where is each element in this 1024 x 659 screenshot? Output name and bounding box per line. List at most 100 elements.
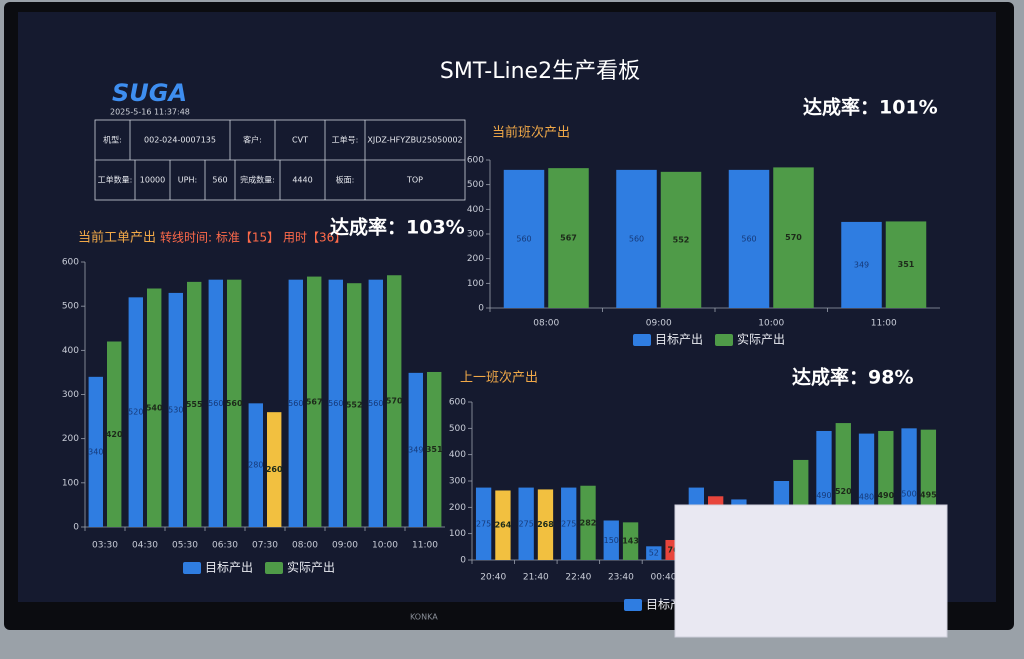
bar bbox=[387, 275, 402, 527]
bar bbox=[622, 522, 639, 560]
table-cell: 002-024-0007135 bbox=[144, 136, 216, 145]
y-tick-label: 300 bbox=[449, 477, 466, 487]
x-tick-label: 08:00 bbox=[533, 319, 559, 329]
x-tick-label: 09:00 bbox=[332, 541, 358, 551]
value-label: 567 bbox=[306, 397, 323, 406]
occluding-sticker bbox=[674, 504, 948, 638]
y-tick-label: 600 bbox=[62, 258, 79, 268]
value-label: 52 bbox=[649, 549, 659, 558]
y-tick-label: 200 bbox=[62, 434, 79, 444]
x-tick-label: 03:30 bbox=[92, 541, 118, 551]
value-label: 500 bbox=[901, 490, 916, 499]
table-cell: 机型: bbox=[103, 135, 122, 145]
bar bbox=[427, 371, 442, 527]
page-title: SMT-Line2生产看板 bbox=[440, 59, 640, 84]
legend-label: 目标产出 bbox=[205, 561, 253, 575]
bar bbox=[495, 490, 511, 560]
value-label: 264 bbox=[495, 521, 512, 530]
bar bbox=[408, 372, 423, 527]
x-tick-label: 09:00 bbox=[646, 319, 672, 329]
bar bbox=[561, 487, 577, 560]
y-tick-label: 600 bbox=[449, 398, 466, 408]
y-tick-label: 0 bbox=[460, 556, 466, 566]
value-label: 560 bbox=[328, 399, 343, 408]
value-label: 280 bbox=[248, 461, 263, 470]
table-cell: 客户: bbox=[243, 135, 262, 145]
value-label: 143 bbox=[622, 537, 639, 546]
table-cell: 工单号: bbox=[332, 135, 359, 145]
bar bbox=[841, 221, 882, 308]
x-tick-label: 21:40 bbox=[523, 573, 549, 583]
value-label: 560 bbox=[208, 399, 223, 408]
legend-label: 实际产出 bbox=[737, 332, 785, 347]
table-cell: TOP bbox=[406, 176, 423, 185]
table-cell: 560 bbox=[212, 176, 227, 185]
value-label: 490 bbox=[816, 491, 831, 500]
value-label: 560 bbox=[629, 234, 644, 243]
value-label: 260 bbox=[266, 465, 283, 474]
legend-swatch bbox=[715, 334, 733, 346]
value-label: 275 bbox=[519, 519, 534, 528]
x-tick-label: 08:00 bbox=[292, 541, 318, 551]
y-tick-label: 300 bbox=[467, 230, 484, 240]
value-label: 340 bbox=[88, 447, 103, 456]
y-tick-label: 600 bbox=[467, 156, 484, 166]
x-tick-label: 11:00 bbox=[871, 319, 897, 329]
y-tick-label: 400 bbox=[467, 205, 484, 215]
bar bbox=[168, 292, 183, 527]
value-label: 268 bbox=[537, 520, 554, 529]
value-label: 570 bbox=[386, 397, 403, 406]
y-tick-label: 500 bbox=[467, 180, 484, 190]
value-label: 490 bbox=[877, 491, 894, 500]
value-label: 567 bbox=[560, 234, 577, 243]
y-tick-label: 500 bbox=[449, 424, 466, 434]
y-tick-label: 300 bbox=[62, 390, 79, 400]
bar bbox=[580, 485, 596, 560]
bar bbox=[646, 546, 662, 560]
value-label: 520 bbox=[835, 487, 852, 496]
value-label: 520 bbox=[128, 408, 143, 417]
bar bbox=[248, 403, 263, 527]
value-label: 275 bbox=[561, 519, 576, 528]
info-table: 机型: 002-024-0007135 客户: CVT 工单号: XJDZ-HFYZBU2… bbox=[94, 119, 466, 201]
bar bbox=[603, 520, 619, 560]
bar bbox=[128, 297, 143, 527]
x-tick-label: 22:40 bbox=[565, 573, 591, 583]
value-label: 349 bbox=[854, 260, 869, 269]
value-label: 349 bbox=[408, 445, 423, 454]
chart-title: 当前班次产出 bbox=[492, 125, 570, 141]
value-label: 351 bbox=[426, 445, 443, 454]
brand: KONKA bbox=[410, 613, 438, 622]
x-tick-label: 11:00 bbox=[412, 541, 438, 551]
bar bbox=[328, 279, 343, 527]
chart-annotation: 转线时间: 标准【15】 用时【36】 bbox=[160, 230, 346, 245]
bar bbox=[885, 221, 927, 308]
bar bbox=[267, 412, 282, 527]
y-tick-label: 100 bbox=[467, 279, 484, 289]
legend-label: 实际产出 bbox=[287, 560, 335, 575]
table-cell: 板面: bbox=[336, 175, 355, 185]
rate-text: 达成率：98% bbox=[792, 366, 913, 389]
y-tick-label: 200 bbox=[449, 503, 466, 513]
legend-swatch bbox=[633, 334, 651, 346]
x-tick-label: 04:30 bbox=[132, 541, 158, 551]
chart-title: 上一班次产出 bbox=[460, 370, 538, 386]
value-label: 275 bbox=[476, 519, 491, 528]
x-tick-label: 10:00 bbox=[372, 541, 398, 551]
bar bbox=[773, 167, 814, 308]
value-label: 351 bbox=[898, 260, 915, 269]
value-label: 420 bbox=[106, 430, 123, 439]
x-tick-label: 00:40 bbox=[650, 573, 676, 583]
table-cell: 4440 bbox=[292, 176, 312, 185]
x-tick-label: 10:00 bbox=[758, 319, 784, 329]
bar bbox=[227, 279, 242, 527]
bar bbox=[107, 341, 122, 527]
rate-text: 达成率：103% bbox=[330, 216, 465, 239]
value-label: 540 bbox=[146, 403, 163, 412]
y-tick-label: 500 bbox=[62, 302, 79, 312]
table-cell: CVT bbox=[292, 136, 308, 145]
x-tick-label: 06:30 bbox=[212, 541, 238, 551]
legend-swatch bbox=[624, 599, 642, 611]
chart-title: 当前工单产出 bbox=[78, 230, 156, 246]
